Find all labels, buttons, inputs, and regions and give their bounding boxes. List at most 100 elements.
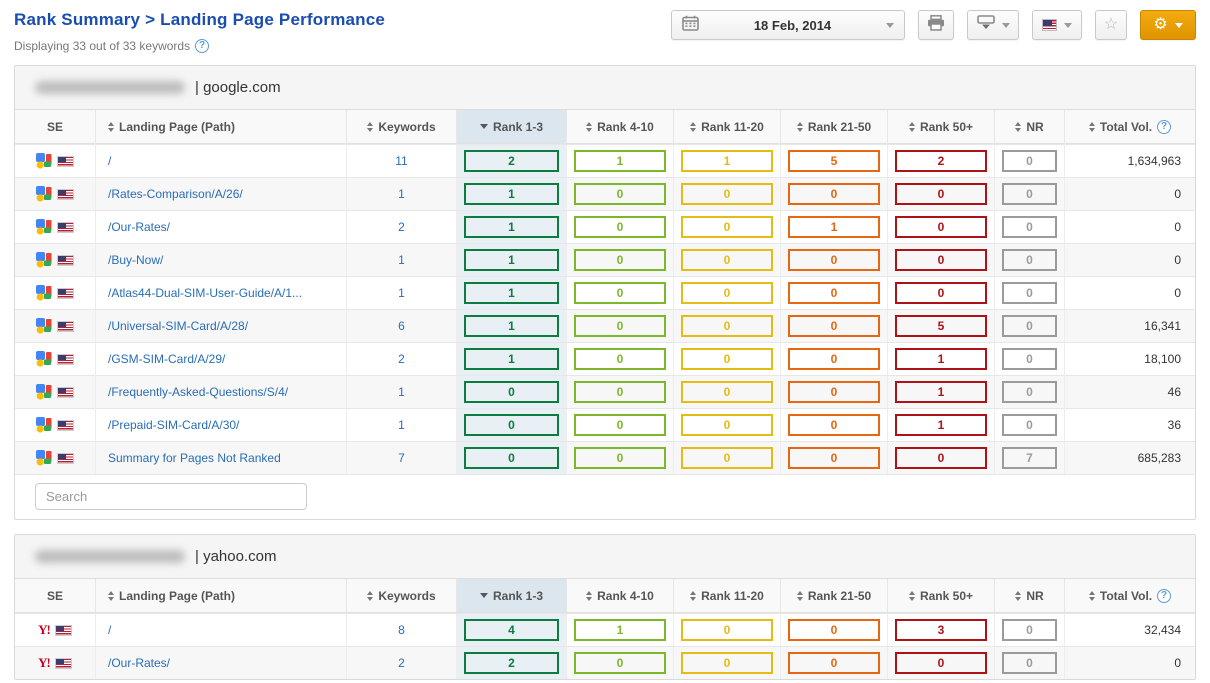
rank1120-box[interactable]: 0 — [681, 216, 773, 238]
landing-page-link[interactable]: /Prepaid-SIM-Card/A/30/ — [108, 418, 239, 432]
rank1120-box[interactable]: 0 — [681, 183, 773, 205]
landing-page-link[interactable]: /GSM-SIM-Card/A/29/ — [108, 352, 225, 366]
column-header-total[interactable]: Total Vol. — [1064, 579, 1195, 612]
rank410-box[interactable]: 0 — [574, 282, 666, 304]
landing-page-link[interactable]: /Universal-SIM-Card/A/28/ — [108, 319, 248, 333]
rank2150-box[interactable]: 0 — [788, 282, 880, 304]
rank1120-box[interactable]: 0 — [681, 619, 773, 641]
rank13-box[interactable]: 0 — [464, 414, 559, 436]
nr-box[interactable]: 0 — [1002, 315, 1057, 337]
rank13-box[interactable]: 1 — [464, 183, 559, 205]
rank2150-box[interactable]: 1 — [788, 216, 880, 238]
rank13-box[interactable]: 1 — [464, 282, 559, 304]
landing-page-link[interactable]: /Buy-Now/ — [108, 253, 163, 267]
language-button[interactable] — [1032, 10, 1082, 40]
column-header-rank2150[interactable]: Rank 21-50 — [780, 110, 887, 143]
landing-page-link[interactable]: Summary for Pages Not Ranked — [108, 451, 281, 465]
settings-button[interactable]: ⚙ — [1140, 10, 1196, 40]
column-header-rank1120[interactable]: Rank 11-20 — [673, 110, 780, 143]
rank410-box[interactable]: 0 — [574, 348, 666, 370]
nr-box[interactable]: 0 — [1002, 282, 1057, 304]
rank50-box[interactable]: 1 — [895, 414, 987, 436]
rank13-box[interactable]: 0 — [464, 447, 559, 469]
rank50-box[interactable]: 0 — [895, 249, 987, 271]
rank13-box[interactable]: 1 — [464, 315, 559, 337]
rank2150-box[interactable]: 0 — [788, 348, 880, 370]
rank50-box[interactable]: 0 — [895, 282, 987, 304]
rank13-box[interactable]: 1 — [464, 348, 559, 370]
nr-box[interactable]: 0 — [1002, 381, 1057, 403]
help-icon[interactable] — [1157, 589, 1171, 603]
nr-box[interactable]: 0 — [1002, 619, 1057, 641]
nr-box[interactable]: 7 — [1002, 447, 1057, 469]
export-button[interactable] — [967, 10, 1019, 40]
rank50-box[interactable]: 0 — [895, 447, 987, 469]
rank410-box[interactable]: 1 — [574, 150, 666, 172]
rank410-box[interactable]: 0 — [574, 447, 666, 469]
date-picker-button[interactable]: 18 Feb, 2014 — [671, 10, 905, 40]
search-input[interactable] — [35, 483, 307, 510]
rank410-box[interactable]: 1 — [574, 619, 666, 641]
column-header-kw[interactable]: Keywords — [346, 579, 456, 612]
rank2150-box[interactable]: 0 — [788, 652, 880, 674]
rank50-box[interactable]: 1 — [895, 381, 987, 403]
rank13-box[interactable]: 2 — [464, 652, 559, 674]
rank1120-box[interactable]: 0 — [681, 315, 773, 337]
column-header-rank50[interactable]: Rank 50+ — [887, 110, 994, 143]
nr-box[interactable]: 0 — [1002, 348, 1057, 370]
help-icon[interactable] — [195, 39, 209, 53]
rank2150-box[interactable]: 0 — [788, 447, 880, 469]
nr-box[interactable]: 0 — [1002, 414, 1057, 436]
rank1120-box[interactable]: 0 — [681, 348, 773, 370]
print-button[interactable] — [918, 10, 954, 40]
rank1120-box[interactable]: 0 — [681, 381, 773, 403]
column-header-total[interactable]: Total Vol. — [1064, 110, 1195, 143]
nr-box[interactable]: 0 — [1002, 249, 1057, 271]
rank2150-box[interactable]: 0 — [788, 249, 880, 271]
nr-box[interactable]: 0 — [1002, 150, 1057, 172]
column-header-rank410[interactable]: Rank 4-10 — [566, 579, 673, 612]
rank1120-box[interactable]: 0 — [681, 282, 773, 304]
column-header-kw[interactable]: Keywords — [346, 110, 456, 143]
rank2150-box[interactable]: 0 — [788, 414, 880, 436]
favorite-button[interactable]: ☆ — [1095, 10, 1127, 40]
help-icon[interactable] — [1157, 120, 1171, 134]
rank1120-box[interactable]: 0 — [681, 414, 773, 436]
rank13-box[interactable]: 1 — [464, 216, 559, 238]
rank50-box[interactable]: 3 — [895, 619, 987, 641]
landing-page-link[interactable]: /Frequently-Asked-Questions/S/4/ — [108, 385, 288, 399]
rank1120-box[interactable]: 0 — [681, 652, 773, 674]
rank50-box[interactable]: 0 — [895, 652, 987, 674]
column-header-rank410[interactable]: Rank 4-10 — [566, 110, 673, 143]
rank50-box[interactable]: 0 — [895, 216, 987, 238]
rank410-box[interactable]: 0 — [574, 183, 666, 205]
rank50-box[interactable]: 2 — [895, 150, 987, 172]
rank410-box[interactable]: 0 — [574, 381, 666, 403]
column-header-rank50[interactable]: Rank 50+ — [887, 579, 994, 612]
rank1120-box[interactable]: 1 — [681, 150, 773, 172]
landing-page-link[interactable]: /Our-Rates/ — [108, 220, 170, 234]
rank50-box[interactable]: 1 — [895, 348, 987, 370]
landing-page-link[interactable]: /Rates-Comparison/A/26/ — [108, 187, 243, 201]
rank2150-box[interactable]: 5 — [788, 150, 880, 172]
column-header-rank2150[interactable]: Rank 21-50 — [780, 579, 887, 612]
column-header-rank1120[interactable]: Rank 11-20 — [673, 579, 780, 612]
landing-page-link[interactable]: / — [108, 623, 111, 637]
rank410-box[interactable]: 0 — [574, 414, 666, 436]
landing-page-link[interactable]: /Our-Rates/ — [108, 656, 170, 670]
rank13-box[interactable]: 2 — [464, 150, 559, 172]
rank13-box[interactable]: 1 — [464, 249, 559, 271]
rank2150-box[interactable]: 0 — [788, 315, 880, 337]
column-header-path[interactable]: Landing Page (Path) — [95, 579, 346, 612]
rank13-box[interactable]: 4 — [464, 619, 559, 641]
rank410-box[interactable]: 0 — [574, 249, 666, 271]
nr-box[interactable]: 0 — [1002, 183, 1057, 205]
column-header-nr[interactable]: NR — [994, 579, 1064, 612]
column-header-rank13[interactable]: Rank 1-3 — [456, 579, 566, 612]
rank13-box[interactable]: 0 — [464, 381, 559, 403]
rank2150-box[interactable]: 0 — [788, 381, 880, 403]
rank2150-box[interactable]: 0 — [788, 183, 880, 205]
rank1120-box[interactable]: 0 — [681, 249, 773, 271]
nr-box[interactable]: 0 — [1002, 216, 1057, 238]
rank410-box[interactable]: 0 — [574, 216, 666, 238]
